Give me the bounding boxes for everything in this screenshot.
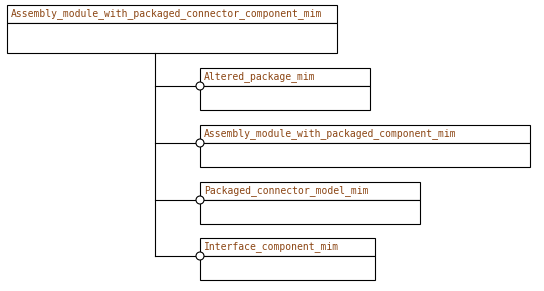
Circle shape xyxy=(196,196,204,204)
Circle shape xyxy=(196,139,204,147)
Bar xyxy=(200,86,370,110)
Text: Assembly_module_with_packaged_component_mim: Assembly_module_with_packaged_component_… xyxy=(204,129,456,139)
Bar xyxy=(200,68,370,86)
Text: Assembly_module_with_packaged_connector_component_mim: Assembly_module_with_packaged_connector_… xyxy=(11,8,323,19)
Text: Interface_component_mim: Interface_component_mim xyxy=(204,242,339,253)
Circle shape xyxy=(196,252,204,260)
Text: Packaged_connector_model_mim: Packaged_connector_model_mim xyxy=(204,186,368,196)
Bar xyxy=(200,200,420,224)
Text: Altered_package_mim: Altered_package_mim xyxy=(204,72,316,82)
Bar xyxy=(200,143,530,167)
Bar xyxy=(200,256,375,280)
Circle shape xyxy=(196,82,204,90)
Bar xyxy=(200,125,530,143)
Bar xyxy=(7,5,337,23)
Bar xyxy=(7,23,337,53)
Bar xyxy=(200,238,375,256)
Bar xyxy=(200,182,420,200)
